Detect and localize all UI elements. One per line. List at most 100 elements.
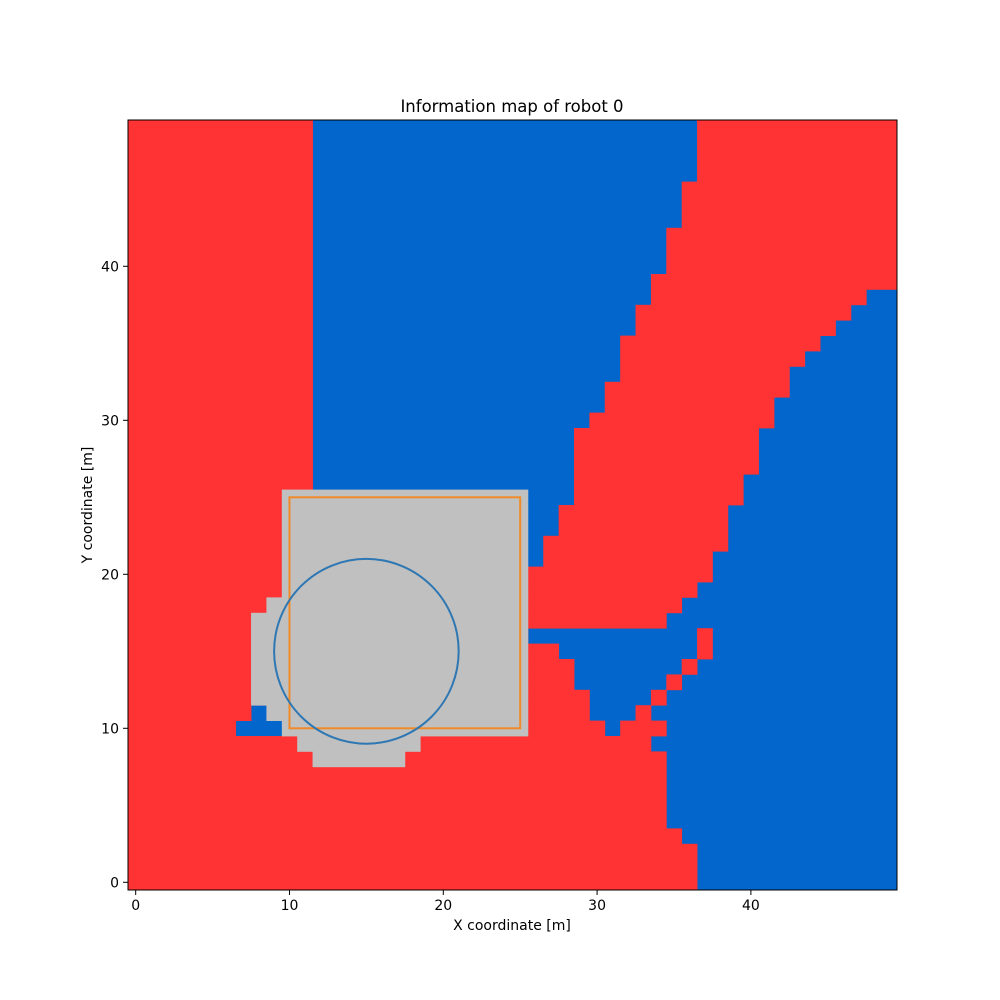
cell-region-red <box>697 628 713 644</box>
cell-region-red <box>128 535 313 552</box>
cell-region-red <box>558 520 729 537</box>
cell-region-red <box>697 135 898 152</box>
cell-region-red <box>697 643 713 660</box>
cell-region-red <box>650 274 898 290</box>
cell-region-red <box>681 181 898 198</box>
cell-region-red <box>128 458 313 475</box>
cell-region-red <box>558 505 729 521</box>
cell-region-red <box>128 289 313 306</box>
cell-region-red <box>128 412 313 429</box>
cell-region-red <box>635 705 652 721</box>
y-axis-label: Y coordinate [m] <box>80 447 96 565</box>
cell-region-gray <box>281 582 529 598</box>
x-tick-label: 0 <box>131 898 140 914</box>
cell-region-red <box>128 474 313 490</box>
cell-region-red <box>589 412 775 429</box>
cell-region-red <box>128 766 667 783</box>
cell-region-red <box>681 659 698 675</box>
y-tick-label: 10 <box>101 721 119 737</box>
cell-region-red <box>128 566 313 583</box>
cell-region-red <box>604 381 790 398</box>
cell-region-red <box>128 751 360 768</box>
cell-region-red <box>128 582 313 598</box>
cell-region-red <box>620 335 821 352</box>
cell-region-red <box>604 397 775 413</box>
cell-region-red <box>128 813 667 829</box>
target-rectangle <box>288 496 522 730</box>
cell-region-red <box>128 397 313 413</box>
cell-region-red <box>128 859 698 875</box>
y-tick-label: 40 <box>101 259 119 275</box>
axes-frame <box>127 119 898 891</box>
cell-region-red <box>666 258 898 275</box>
cell-region-red <box>128 720 237 737</box>
cell-region-red <box>128 828 683 845</box>
cell-region-red <box>681 197 898 213</box>
cell-region-gray <box>251 674 529 691</box>
cell-region-gray <box>281 566 529 583</box>
cell-region-red <box>697 166 898 182</box>
cell-region-red <box>404 751 667 768</box>
cell-region-red <box>128 166 313 182</box>
cell-region-red <box>128 197 313 213</box>
cell-region-red <box>527 597 683 614</box>
cell-region-red <box>128 212 313 229</box>
cell-region-red <box>128 120 313 136</box>
cell-region-red <box>697 150 898 167</box>
cell-region-gray <box>281 505 529 521</box>
cell-region-gray <box>312 751 406 768</box>
cell-region-red <box>574 443 759 460</box>
y-tick-label: 0 <box>110 875 119 891</box>
cell-region-gray <box>251 689 529 706</box>
cell-region-gray <box>251 612 529 629</box>
cell-region-red <box>128 874 698 891</box>
cell-region-red <box>128 258 313 275</box>
sensing-circle <box>273 557 460 745</box>
cell-region-red <box>620 351 806 367</box>
axis-ticks: 0 10 20 30 40 0 10 20 30 40 <box>101 259 760 914</box>
x-tick-label: 30 <box>588 898 606 914</box>
cell-region-red <box>681 212 898 229</box>
cell-region-red <box>574 474 744 490</box>
x-tick-label: 10 <box>281 898 299 914</box>
cell-region-red <box>128 843 698 860</box>
heatmap-cells <box>128 120 898 891</box>
cell-region-red <box>128 551 313 567</box>
cell-region-red <box>527 612 667 629</box>
cell-region-red <box>128 705 252 721</box>
cell-region-red <box>635 320 836 336</box>
cell-region-red <box>574 428 759 444</box>
cell-region-red <box>128 351 313 367</box>
cell-region-red <box>697 120 898 136</box>
cell-region-red <box>128 320 313 336</box>
cell-region-red <box>128 797 667 814</box>
cell-region-red <box>128 489 313 506</box>
cell-region-red <box>128 274 313 290</box>
cell-region-gray <box>251 659 529 675</box>
cell-region-gray <box>266 597 529 614</box>
cell-region-red <box>128 150 313 167</box>
overlays <box>273 496 522 745</box>
cell-region-red <box>128 674 283 691</box>
cell-region-gray <box>251 643 529 660</box>
cell-region-red <box>128 505 313 521</box>
x-tick-label: 20 <box>434 898 452 914</box>
cell-region-red <box>635 304 852 321</box>
cell-region-red <box>543 551 713 567</box>
cell-region-red <box>527 566 713 583</box>
cell-region-gray <box>281 535 529 552</box>
cell-region-red <box>128 243 313 259</box>
cell-region-red <box>128 227 313 244</box>
y-tick-label: 20 <box>101 567 119 583</box>
cell-region-red <box>620 720 667 737</box>
cell-region-red <box>574 489 744 506</box>
cell-region-red <box>666 674 683 691</box>
cell-region-red <box>650 289 867 306</box>
cell-region-red <box>128 520 313 537</box>
cell-region-red <box>128 304 313 321</box>
cell-region-red <box>128 335 313 352</box>
cell-region-red <box>128 689 267 706</box>
cell-region-red <box>666 243 898 259</box>
cell-region-red <box>128 181 313 198</box>
